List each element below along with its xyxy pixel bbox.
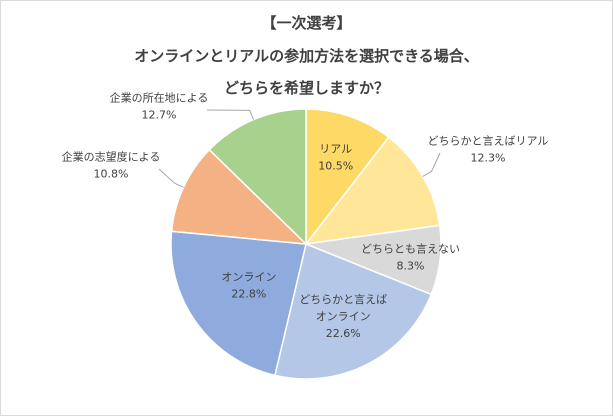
pie-slice xyxy=(273,242,433,380)
slice-category-label: どちらかと言えばリアル xyxy=(428,135,549,148)
slice-value-label: 8.3% xyxy=(397,259,425,272)
leader-line xyxy=(158,168,184,188)
slice-value-label: 22.6% xyxy=(326,327,361,340)
slice-value-label: 10.8% xyxy=(94,168,129,181)
slice-value-label: 22.8% xyxy=(231,287,266,300)
leader-line xyxy=(206,109,255,120)
pie-slice xyxy=(305,108,390,247)
pie-slice xyxy=(170,230,307,377)
leader-lines xyxy=(158,109,441,188)
slice-category-label: オンライン xyxy=(221,270,276,283)
slice-labels: リアル 10.5% どちらかと言えばリアル 12.3% どちらとも言えない 8.3% どちら… xyxy=(62,91,549,340)
slice-value-label: 12.7% xyxy=(142,109,177,122)
slice-category-label: オンライン xyxy=(316,310,371,323)
chart-title-line-3: どちらを希望しますか？ xyxy=(223,79,389,97)
slice-category-label: 企業の所在地による xyxy=(110,91,209,105)
pie-slice xyxy=(304,136,441,245)
pie-slices xyxy=(170,108,442,380)
slice-value-label: 10.5% xyxy=(318,160,353,173)
slice-category-label: どちらかと言えば xyxy=(299,293,387,306)
slice-value-label: 12.3% xyxy=(471,152,506,165)
leader-line xyxy=(422,152,441,177)
chart-title-line-2: オンラインとリアルの参加方法を選択できる場合、 xyxy=(134,47,479,65)
slice-category-label: 企業の志望度による xyxy=(62,150,161,164)
chart-title-line-1: 【一次選考】 xyxy=(261,14,352,32)
slice-category-label: どちらとも言えない xyxy=(361,242,460,255)
slice-category-label: リアル xyxy=(319,143,352,156)
